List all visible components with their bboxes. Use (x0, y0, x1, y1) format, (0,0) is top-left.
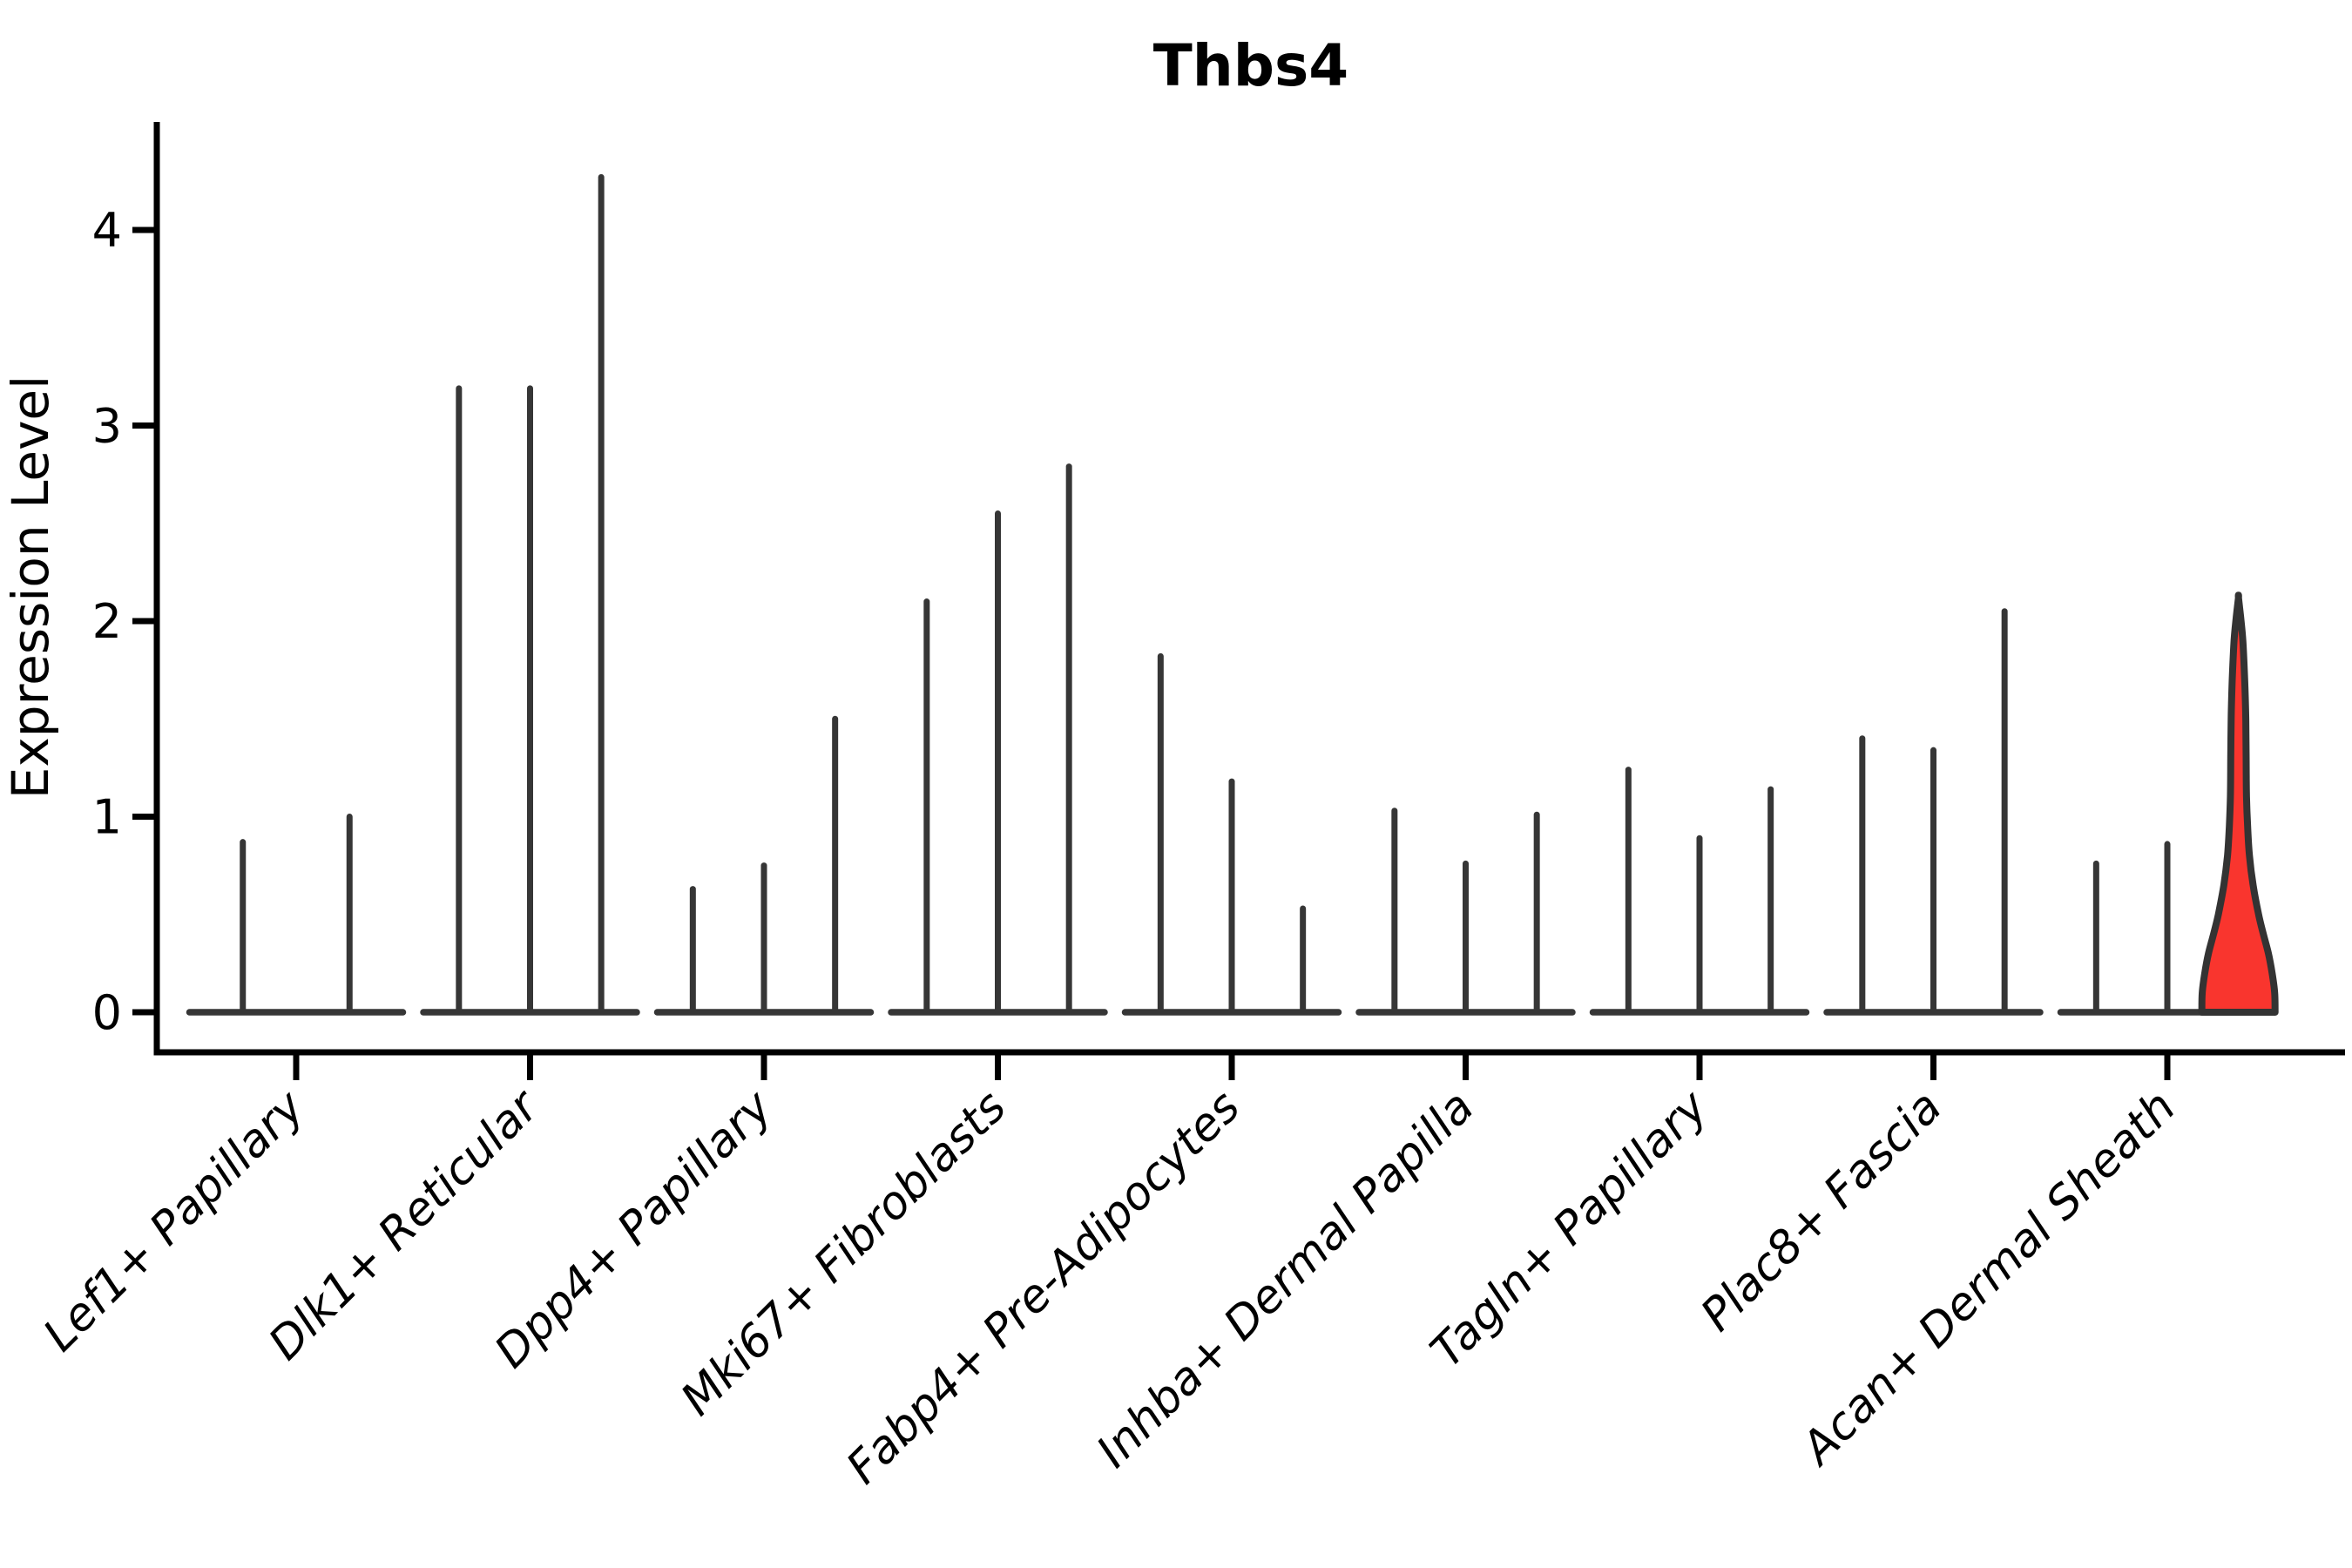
y-tick-label: 3 (92, 399, 122, 454)
chart-title: Thbs4 (1153, 32, 1348, 99)
y-tick-label: 0 (92, 985, 122, 1040)
y-tick-label: 2 (92, 594, 122, 649)
y-axis-label: Expression Level (1, 375, 60, 799)
y-tick-label: 4 (92, 203, 122, 258)
y-tick-label: 1 (92, 790, 122, 845)
axis-spines (153, 122, 2345, 1056)
x-tick-label: Plac8+ Fascia (1691, 1081, 1951, 1342)
x-tick-label: Acan+ Dermal Sheath (1790, 1081, 2186, 1477)
highlighted-violin (2198, 591, 2279, 1016)
x-tick-label: Fabp4+ Pre-Adipocytes (837, 1081, 1251, 1495)
violins-layer (186, 173, 2279, 1016)
x-tick-label: Inhba+ Dermal Papilla (1087, 1081, 1484, 1478)
